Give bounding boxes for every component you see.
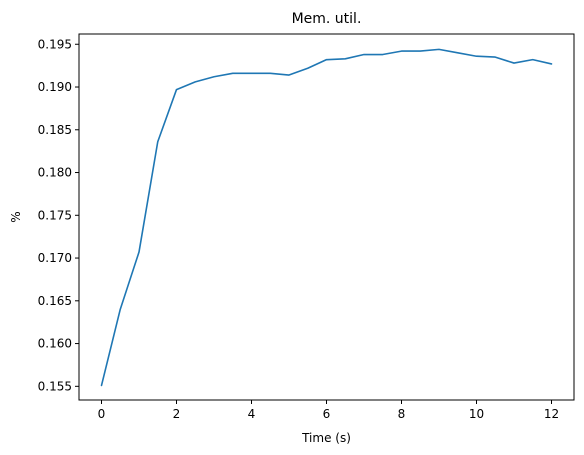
y-tick-label: 0.160 [38, 337, 72, 351]
y-tick-label: 0.175 [38, 208, 72, 222]
y-tick-label: 0.190 [38, 80, 72, 94]
y-axis-label: % [9, 211, 23, 222]
y-tick-label: 0.165 [38, 294, 72, 308]
plot-area-frame [78, 33, 575, 401]
y-tick-label: 0.170 [38, 251, 72, 265]
y-tick-label: 0.185 [38, 123, 72, 137]
y-axis-ticks: 0.155 0.160 0.165 0.170 0.175 0.180 0.185 0.190… [38, 37, 79, 393]
x-tick-label: 4 [248, 407, 256, 421]
x-tick-label: 0 [98, 407, 106, 421]
x-axis-label: Time (s) [301, 431, 351, 445]
x-tick-label: 2 [173, 407, 181, 421]
x-tick-label: 8 [398, 407, 406, 421]
y-tick-label: 0.195 [38, 37, 72, 51]
y-tick-label: 0.155 [38, 379, 72, 393]
chart-title: Mem. util. [292, 11, 362, 27]
x-tick-label: 6 [323, 407, 331, 421]
series-line [100, 48, 553, 387]
series-layer [100, 48, 553, 387]
x-tick-label: 10 [469, 407, 484, 421]
x-tick-label: 12 [544, 407, 559, 421]
y-tick-label: 0.180 [38, 166, 72, 180]
x-axis-ticks: 0 2 4 6 8 10 12 [98, 400, 559, 421]
